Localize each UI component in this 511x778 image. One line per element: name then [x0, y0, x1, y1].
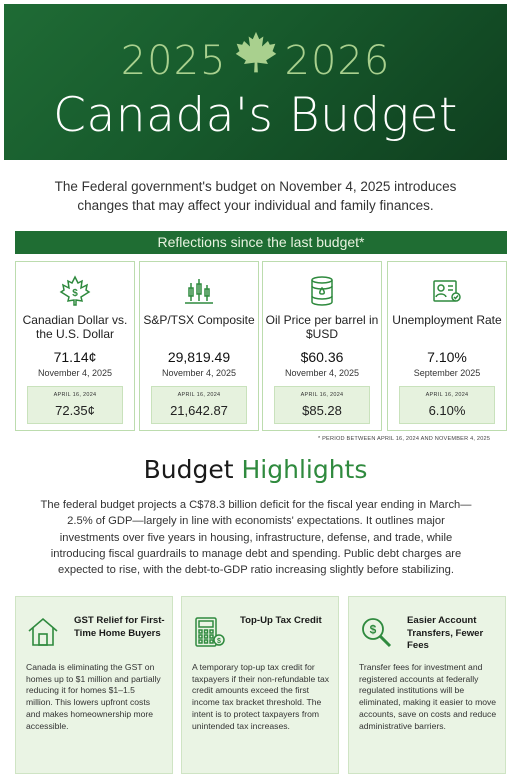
year-start: 2025	[120, 38, 227, 84]
stat-date: November 4, 2025	[161, 368, 237, 378]
highlights-title-main: Budget	[143, 455, 234, 484]
stat-card-oil: Oil Price per barrel in $USD $60.36 Nove…	[262, 261, 382, 431]
stat-label: S&P/TSX Composite	[143, 313, 255, 327]
stat-card-tsx: S&P/TSX Composite 29,819.49 November 4, …	[139, 261, 259, 431]
stat-previous: APRIL 16, 2024 21,642.87	[151, 386, 247, 424]
oil-barrel-icon	[311, 276, 333, 306]
id-card-icon	[433, 280, 461, 302]
previous-date: APRIL 16, 2024	[300, 392, 344, 398]
previous-date: APRIL 16, 2024	[177, 392, 221, 398]
feature-title: Easier Account Transfers, Fewer Fees	[407, 615, 484, 651]
stat-value: $60.36	[300, 349, 344, 365]
previous-value: 72.35¢	[55, 403, 95, 418]
stat-card-unemployment: Unemployment Rate 7.10% September 2025 A…	[387, 261, 507, 431]
previous-value: 6.10%	[428, 403, 466, 418]
feature-card-gst: GST Relief for First-Time Home Buyers Ca…	[15, 596, 173, 774]
stat-previous: APRIL 16, 2024 6.10%	[399, 386, 495, 424]
stock-chart-icon	[185, 279, 213, 304]
feature-text: Transfer fees for investment and registe…	[359, 662, 497, 731]
stat-value: 71.14¢	[53, 349, 97, 365]
stat-date: November 4, 2025	[37, 368, 113, 378]
feature-card-transfers: $ Easier Account Transfers, Fewer Fees T…	[348, 596, 506, 774]
previous-date: APRIL 16, 2024	[53, 392, 97, 398]
stat-label: Oil Price per barrel in $USD	[265, 313, 379, 341]
feature-title: Top-Up Tax Credit	[240, 615, 322, 626]
svg-text:$: $	[217, 638, 221, 645]
stat-value: 29,819.49	[167, 349, 231, 365]
stat-label: Unemployment Rate	[392, 313, 502, 327]
feature-title: GST Relief for First-Time Home Buyers	[74, 615, 165, 639]
footnote: * PERIOD BETWEEN APRIL 16, 2024 AND NOVE…	[318, 436, 491, 442]
stat-previous: APRIL 16, 2024 72.35¢	[27, 386, 123, 424]
stat-previous: APRIL 16, 2024 $85.28	[274, 386, 370, 424]
dollar-leaf-icon: $	[59, 275, 91, 306]
previous-date: APRIL 16, 2024	[425, 392, 469, 398]
intro-text: The Federal government's budget on Novem…	[54, 179, 457, 213]
stat-card-cad-usd: $ Canadian Dollar vs. the U.S. Dollar 71…	[15, 261, 135, 431]
stat-value: 7.10%	[427, 349, 467, 365]
previous-value: $85.28	[302, 403, 342, 418]
calculator-icon: $	[195, 617, 225, 647]
maple-leaf-icon	[235, 31, 276, 73]
magnifier-dollar-icon: $	[362, 618, 392, 648]
highlights-title: Budget Highlights	[0, 455, 511, 484]
year-end: 2026	[284, 38, 391, 84]
highlights-text: The federal budget projects a C$78.3 bil…	[40, 499, 472, 577]
previous-value: 21,642.87	[170, 403, 228, 418]
page-title: Canada's Budget	[53, 88, 458, 143]
feature-text: Canada is eliminating the GST on homes u…	[26, 662, 161, 731]
stat-label: Canadian Dollar vs. the U.S. Dollar	[22, 313, 128, 341]
svg-text:$: $	[72, 288, 78, 299]
house-icon	[28, 617, 58, 646]
hero-banner: 2025 2026 Canada's Budget	[4, 4, 507, 160]
svg-text:$: $	[370, 623, 377, 637]
stat-date: September 2025	[413, 368, 481, 378]
stat-date: November 4, 2025	[284, 368, 360, 378]
hero-year: 2025 2026	[4, 31, 507, 84]
feature-card-tax-credit: $ Top-Up Tax Credit A temporary top-up t…	[181, 596, 339, 774]
section-band: Reflections since the last budget*	[15, 231, 507, 254]
highlights-title-accent: Highlights	[241, 455, 368, 484]
feature-text: A temporary top-up tax credit for taxpay…	[192, 662, 330, 731]
